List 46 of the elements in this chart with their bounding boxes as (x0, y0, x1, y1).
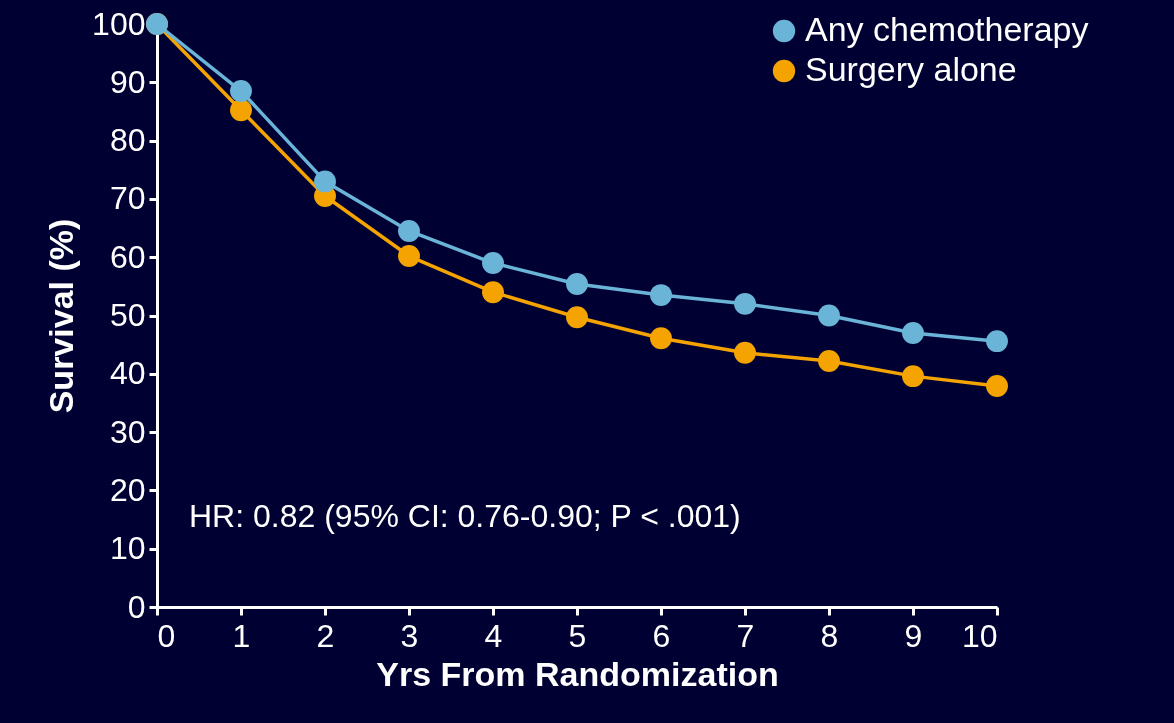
point (734, 341, 756, 364)
point (482, 281, 504, 304)
y-tick-label: 50 (109, 297, 146, 333)
x-tick-label: 10 (961, 617, 998, 654)
x-tick-label: 9 (904, 617, 923, 654)
x-tick-label: 5 (568, 617, 587, 654)
x-tick-label: 3 (400, 617, 419, 654)
y-tick-label: 20 (109, 471, 146, 508)
y-tick-label: 70 (109, 180, 146, 217)
point (818, 304, 840, 327)
point (650, 327, 672, 350)
point (314, 170, 336, 193)
point (650, 284, 672, 307)
annotation: HR: 0.82 (95% CI: 0.76-0.90; P < .001) (189, 498, 741, 534)
point (482, 252, 504, 274)
y-tick-label: 0 (127, 588, 146, 625)
x-tick-label: 2 (316, 617, 335, 654)
x-tick-label: 1 (232, 617, 251, 654)
y-tick-label: 60 (109, 238, 146, 275)
y-tick-label: 80 (109, 122, 146, 159)
point (230, 80, 252, 102)
legend-label: Any chemotherapy (805, 10, 1089, 48)
y-axis-title: Survival (%) (42, 218, 81, 414)
point (902, 322, 924, 344)
x-tick-label: 4 (484, 617, 503, 654)
x-axis-title: Yrs From Randomization (376, 654, 779, 693)
y-tick-label: 90 (109, 63, 146, 100)
point (986, 375, 1008, 397)
y-tick-label: 100 (92, 5, 146, 42)
point (986, 330, 1008, 353)
point (818, 350, 840, 372)
legend-label: Surgery alone (805, 50, 1017, 88)
point (566, 273, 588, 295)
x-tick-label: 7 (736, 617, 755, 654)
x-tick-label: 6 (652, 617, 671, 654)
x-tick-label: 8 (820, 617, 839, 654)
y-tick-label: 10 (109, 530, 146, 567)
y-tick-label: 40 (109, 355, 146, 392)
point (398, 220, 420, 242)
point (230, 99, 252, 122)
x-tick-label: 0 (157, 617, 176, 654)
y-tick-label: 30 (109, 413, 146, 450)
point (398, 245, 420, 267)
point (566, 306, 588, 329)
point (902, 365, 924, 388)
point (734, 292, 756, 315)
